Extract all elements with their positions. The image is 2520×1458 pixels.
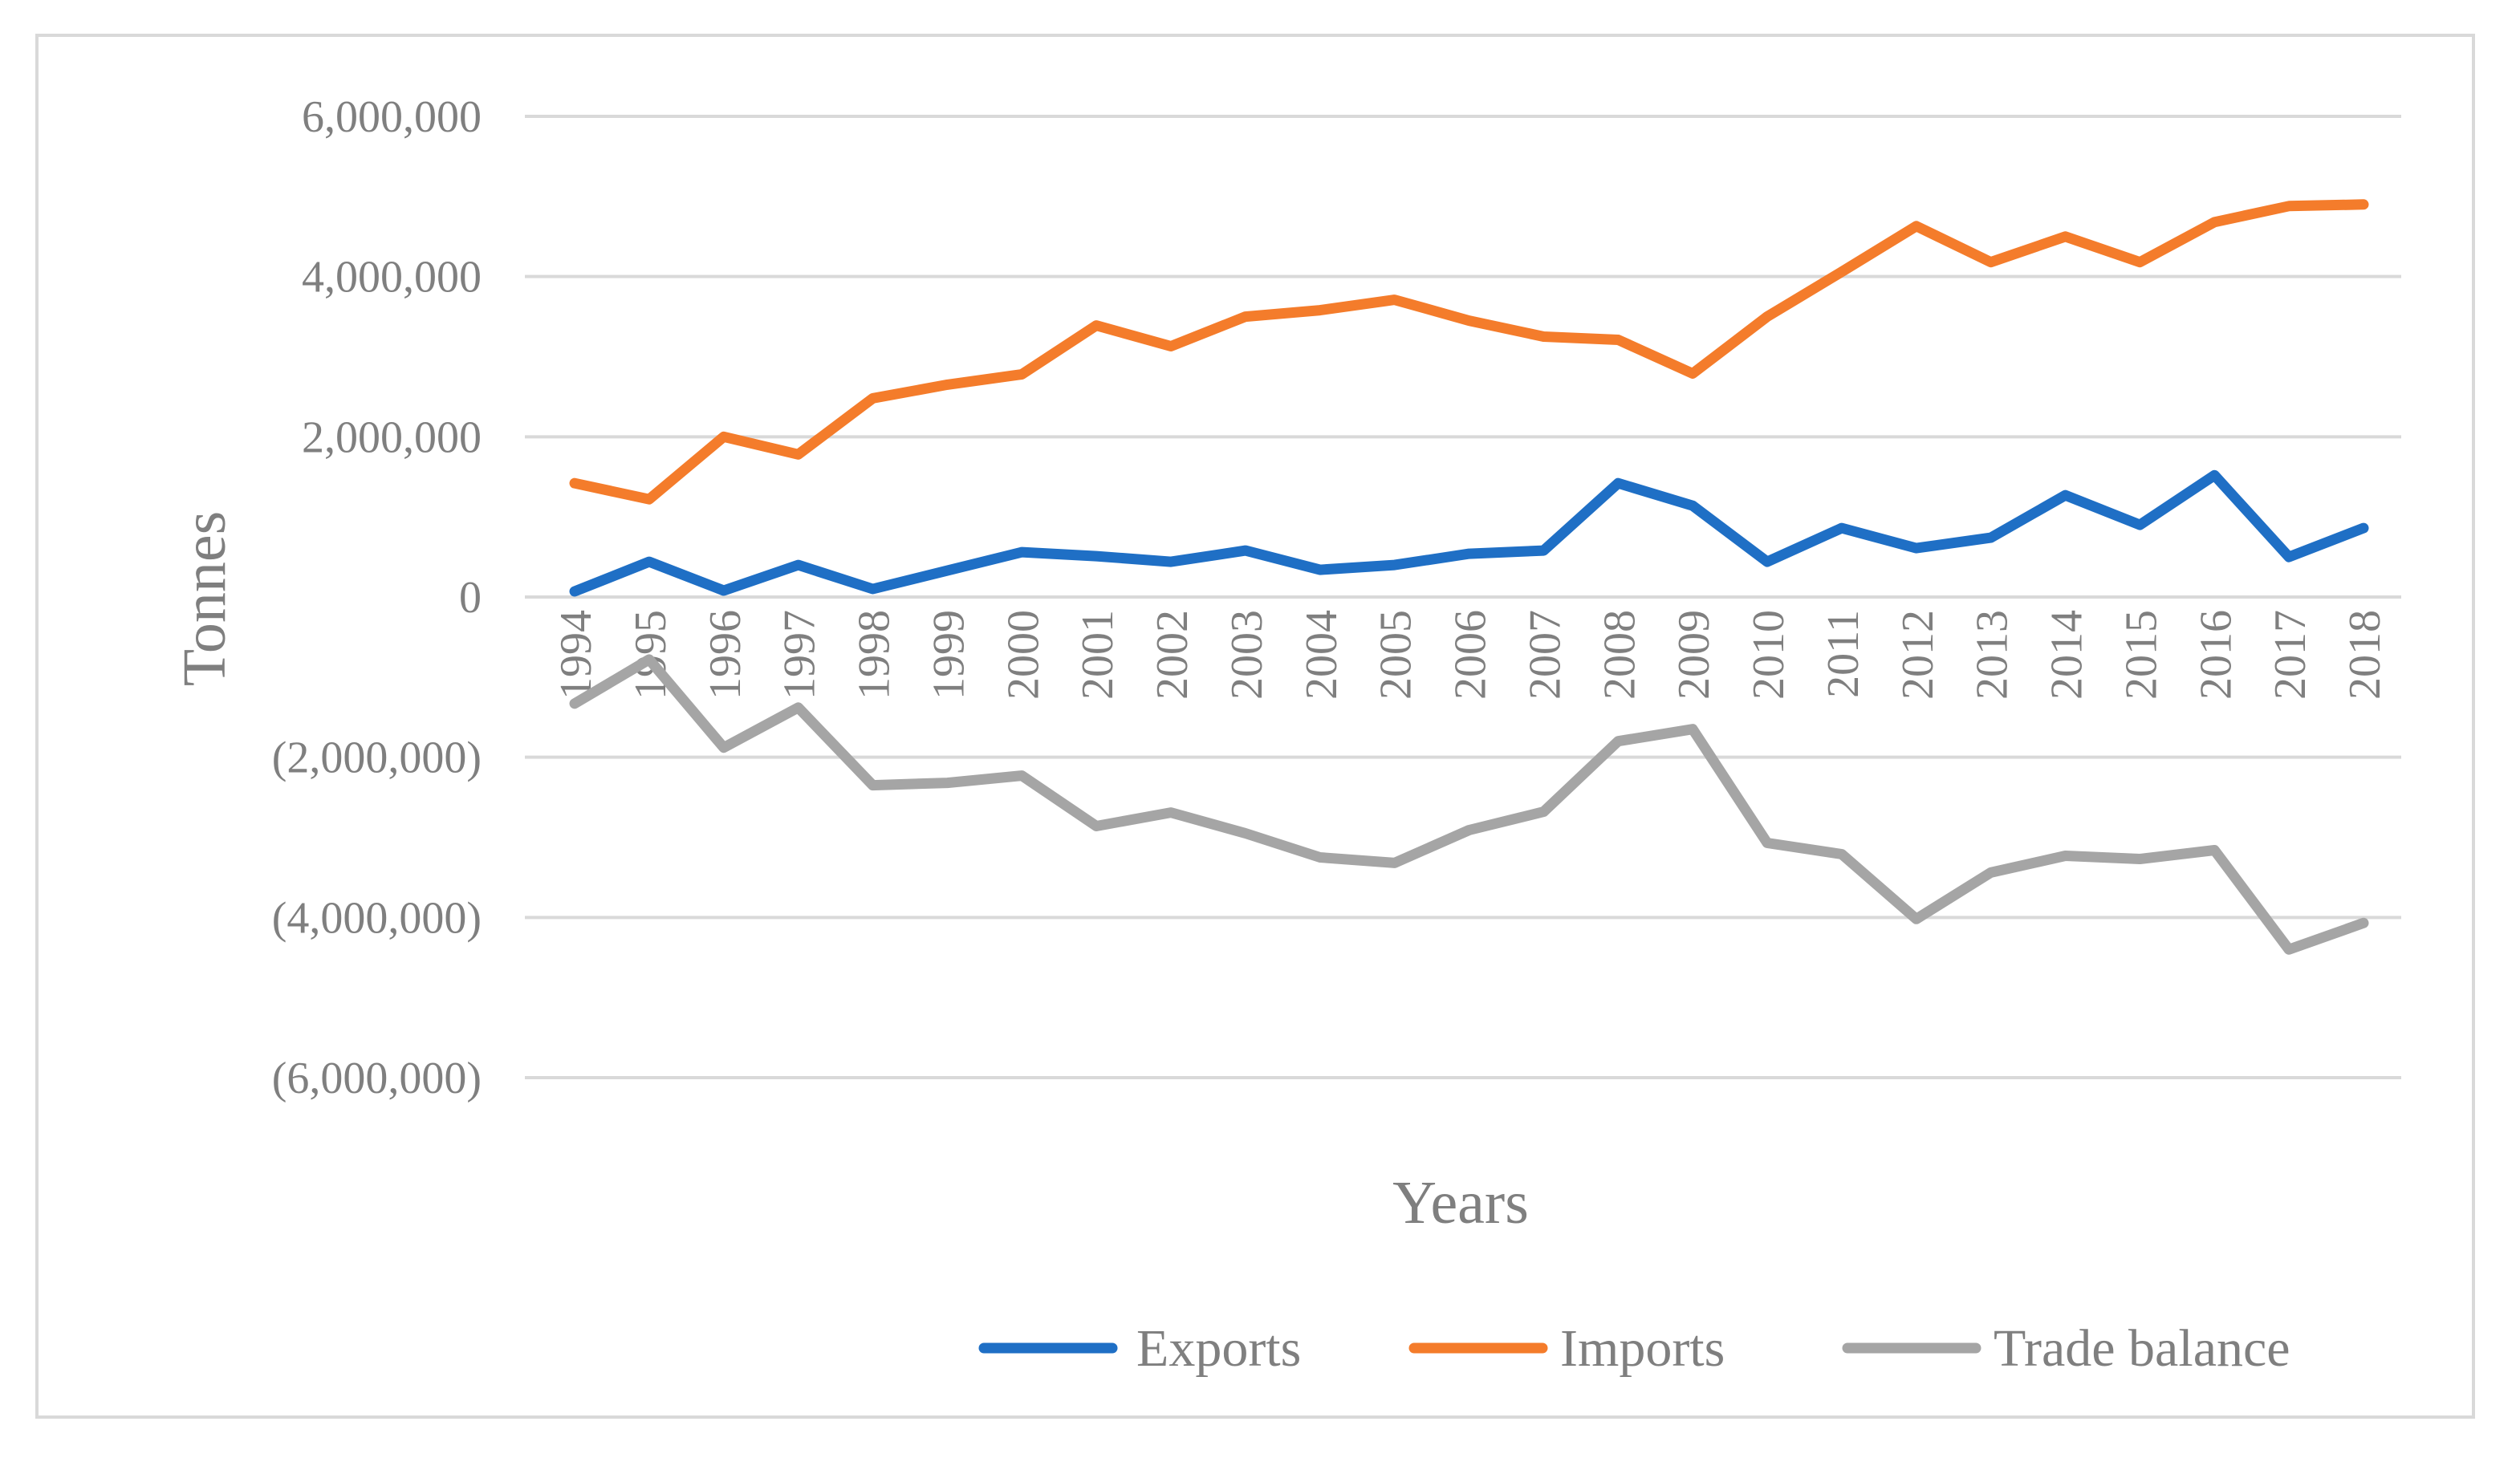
y-axis-tick-labels: 6,000,000 4,000,000 2,000,000 0 (2,000,000) (… — [272, 92, 482, 1103]
legend-label: Imports — [1560, 1319, 1725, 1378]
legend-item-exports: Exports — [978, 1319, 1301, 1378]
x-axis-tick-labels: 1994 1995 1996 1997 1998 1999 2000 2001 2002 2003… — [551, 610, 2390, 700]
legend-label: Trade balance — [1994, 1319, 2290, 1378]
x-tick-label: 2005 — [1372, 610, 1421, 700]
x-tick-label: 2007 — [1520, 610, 1570, 700]
x-tick-label: 2004 — [1297, 610, 1347, 700]
series-lines — [569, 199, 2369, 955]
x-tick-label: 1994 — [551, 610, 601, 700]
y-tick-label: 4,000,000 — [302, 253, 482, 303]
x-axis-title: Years — [1392, 1169, 1529, 1237]
x-tick-label: 1999 — [924, 610, 973, 700]
x-tick-label: 2000 — [998, 610, 1048, 700]
x-tick-label: 2011 — [1819, 610, 1868, 698]
gridlines — [525, 115, 2401, 1079]
series-line-imports — [569, 199, 2369, 505]
x-tick-label: 2017 — [2266, 610, 2315, 700]
legend-item-trade-balance: Trade balance — [1842, 1319, 2290, 1378]
x-tick-label: 2015 — [2116, 610, 2166, 700]
x-tick-label: 2006 — [1446, 610, 1496, 700]
y-axis-title: Tonnes — [171, 511, 238, 686]
x-tick-label: 2013 — [1968, 610, 2018, 700]
y-tick-label: (6,000,000) — [272, 1054, 482, 1103]
line-chart: 6,000,000 4,000,000 2,000,000 0 (2,000,000) (… — [171, 92, 2401, 1378]
y-tick-label: (2,000,000) — [272, 733, 482, 783]
x-tick-label: 1996 — [701, 610, 750, 700]
y-tick-label: 0 — [459, 573, 482, 623]
x-tick-label: 2010 — [1744, 610, 1794, 700]
legend-label: Exports — [1136, 1319, 1301, 1378]
x-tick-label: 2008 — [1595, 610, 1644, 700]
x-tick-label: 2012 — [1893, 610, 1943, 700]
x-tick-label: 2016 — [2191, 610, 2241, 700]
x-tick-label: 2001 — [1073, 610, 1123, 700]
x-tick-label: 2009 — [1669, 610, 1719, 700]
series-line-trade-balance — [569, 654, 2369, 955]
series-line-exports — [569, 469, 2369, 597]
y-tick-label: (4,000,000) — [272, 893, 482, 943]
x-tick-label: 2002 — [1148, 610, 1197, 700]
x-tick-label: 1997 — [775, 610, 825, 700]
y-tick-label: 6,000,000 — [302, 92, 482, 142]
legend: Exports Imports Trade balance — [978, 1319, 2290, 1378]
y-tick-label: 2,000,000 — [302, 412, 482, 462]
legend-item-imports: Imports — [1408, 1319, 1725, 1378]
x-tick-label: 2003 — [1222, 610, 1272, 700]
x-tick-label: 2014 — [2042, 610, 2092, 700]
x-tick-label: 2018 — [2340, 610, 2390, 700]
chart-frame: 6,000,000 4,000,000 2,000,000 0 (2,000,000) (… — [35, 34, 2475, 1419]
x-tick-label: 1998 — [850, 610, 900, 700]
